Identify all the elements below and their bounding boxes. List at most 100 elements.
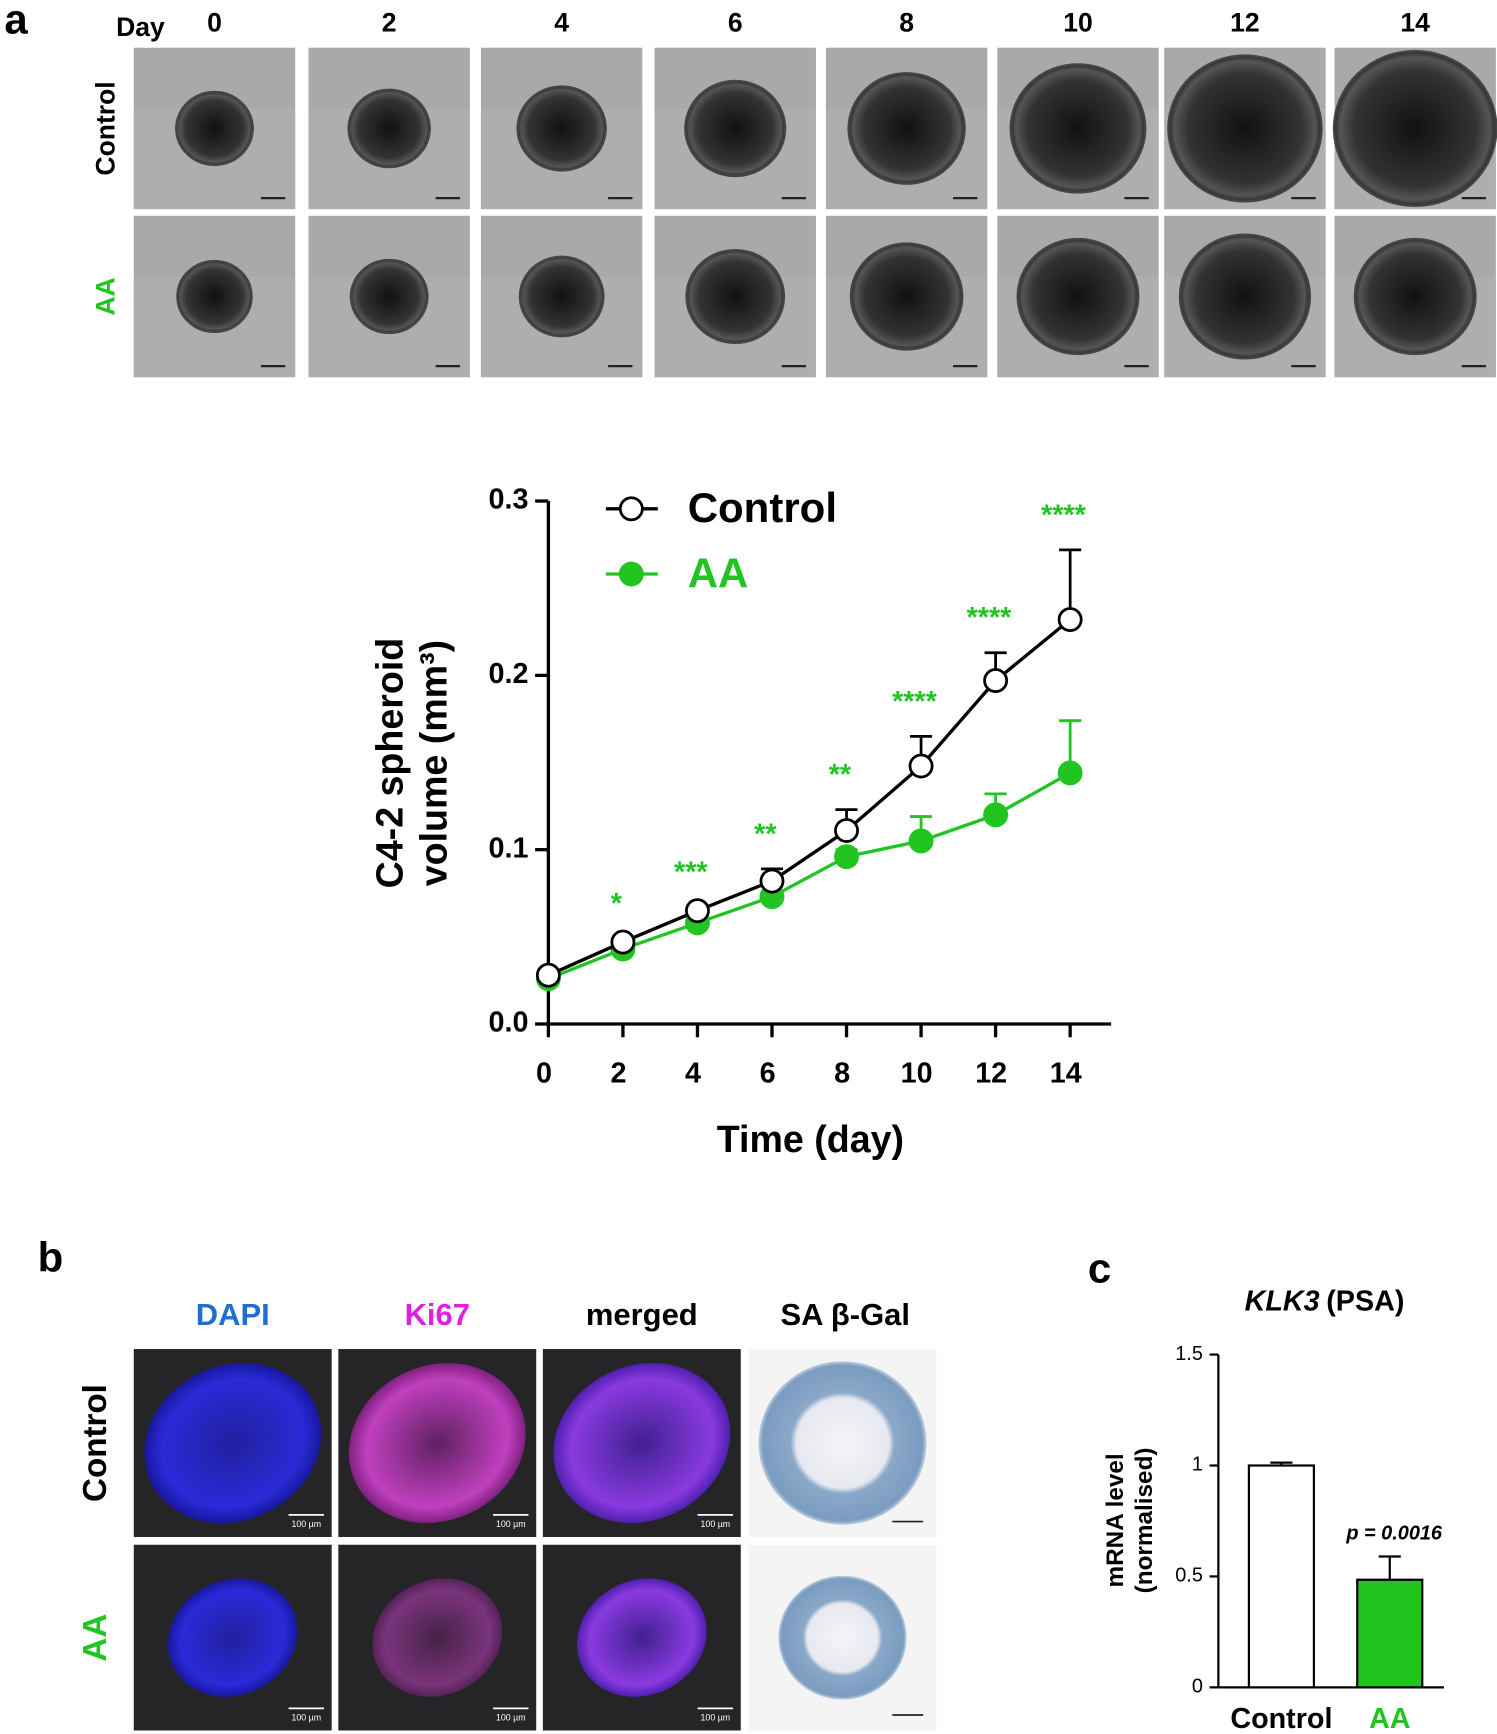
spheroid xyxy=(176,260,253,333)
legend-label: AA xyxy=(688,549,749,596)
spheroid xyxy=(516,85,607,172)
row-label: Control xyxy=(90,81,120,175)
day-tick: 14 xyxy=(1400,8,1430,38)
x-tick-label: 2 xyxy=(611,1057,627,1089)
significance: **** xyxy=(1041,499,1087,531)
day-tick: 6 xyxy=(728,8,743,38)
y-axis-label: (normalised) xyxy=(1131,1447,1158,1593)
day-label: Day xyxy=(116,12,165,42)
data-point xyxy=(1057,760,1083,786)
panel-label: c xyxy=(1088,1245,1111,1292)
spheroid xyxy=(1016,237,1140,356)
y-tick-label: 0.1 xyxy=(489,832,529,864)
significance: ** xyxy=(829,759,852,791)
data-point xyxy=(759,868,785,894)
day-tick: 12 xyxy=(1230,8,1260,38)
spheroid xyxy=(347,88,431,169)
significance: **** xyxy=(892,686,938,718)
x-tick-label: 6 xyxy=(760,1057,776,1089)
x-tick-label: 12 xyxy=(975,1057,1007,1089)
bar xyxy=(1247,1464,1316,1689)
data-point xyxy=(834,818,859,843)
significance: ** xyxy=(754,818,777,850)
significance: * xyxy=(611,888,623,920)
chart-title: KLK3 (PSA) xyxy=(1245,1285,1405,1317)
title-part: (PSA) xyxy=(1326,1285,1404,1317)
significance: *** xyxy=(674,857,708,889)
spheroid xyxy=(1167,54,1323,203)
spheroid xyxy=(1178,233,1312,360)
y-axis-label: mRNA level xyxy=(1102,1453,1129,1587)
spheroid xyxy=(685,248,786,345)
x-tick-label: 0 xyxy=(536,1057,552,1089)
x-tick-label: AA xyxy=(1369,1703,1411,1734)
y-tick-label: 0 xyxy=(1192,1676,1203,1698)
x-axis-label: Time (day) xyxy=(717,1118,904,1160)
x-tick-label: 8 xyxy=(834,1057,850,1089)
panel-label: a xyxy=(4,0,28,42)
stained-spheroid xyxy=(758,1361,927,1525)
day-tick: 10 xyxy=(1063,8,1093,38)
stained-spheroid xyxy=(553,1363,731,1523)
column-label: Ki67 xyxy=(405,1297,470,1332)
data-point xyxy=(610,929,636,955)
row-label: AA xyxy=(77,1614,114,1662)
scale-bar-label: 100 µm xyxy=(291,1519,321,1529)
stained-spheroid xyxy=(372,1578,503,1697)
series-line xyxy=(547,771,1071,981)
series-line xyxy=(547,618,1072,977)
x-tick-label: 10 xyxy=(901,1057,933,1089)
legend-marker xyxy=(618,561,644,587)
day-tick: 4 xyxy=(554,8,569,38)
y-tick-label: 0.2 xyxy=(489,658,529,690)
column-label: merged xyxy=(586,1297,698,1332)
stained-spheroid xyxy=(348,1363,526,1523)
x-tick-label: 14 xyxy=(1050,1057,1082,1089)
row-label: AA xyxy=(90,277,120,315)
spheroid xyxy=(847,72,966,185)
day-tick: 0 xyxy=(207,8,222,38)
day-tick: 8 xyxy=(899,8,914,38)
y-tick-label: 1 xyxy=(1192,1454,1203,1476)
y-axis-label: volume (mm³) xyxy=(413,640,455,886)
y-tick-label: 1.5 xyxy=(1175,1343,1203,1365)
stained-spheroid xyxy=(778,1575,907,1700)
spheroid xyxy=(175,90,254,167)
data-point xyxy=(834,844,859,870)
row-label: Control xyxy=(77,1384,114,1502)
spheroid xyxy=(349,258,429,335)
annotation: p = 0.0016 xyxy=(1345,1523,1443,1545)
scale-bar-label: 100 µm xyxy=(496,1519,526,1529)
spheroid xyxy=(684,79,787,178)
column-label: SA β-Gal xyxy=(780,1297,909,1332)
x-tick-label: 4 xyxy=(685,1057,701,1089)
spheroid xyxy=(518,255,605,338)
y-axis-label: C4-2 spheroid xyxy=(368,638,410,889)
legend-label: Control xyxy=(688,484,837,531)
data-point xyxy=(1057,607,1083,633)
y-tick-label: 0.3 xyxy=(489,484,529,516)
x-tick-label: Control xyxy=(1230,1703,1332,1734)
data-point xyxy=(535,962,561,988)
spheroid xyxy=(1332,49,1497,207)
stained-spheroid xyxy=(576,1578,707,1697)
bar xyxy=(1356,1578,1424,1689)
y-tick-label: 0.0 xyxy=(489,1007,529,1039)
data-point xyxy=(983,802,1009,828)
spheroid xyxy=(849,242,964,351)
data-point xyxy=(983,668,1009,694)
significance: **** xyxy=(967,602,1013,634)
spheroid xyxy=(1353,237,1477,356)
scale-bar-label: 100 µm xyxy=(291,1713,321,1723)
data-point xyxy=(908,753,934,779)
title-part: KLK3 xyxy=(1245,1285,1320,1317)
scale-bar-label: 100 µm xyxy=(496,1713,526,1723)
data-point xyxy=(685,898,710,924)
legend-marker xyxy=(618,496,644,522)
y-tick-label: 0.5 xyxy=(1175,1565,1203,1587)
spheroid xyxy=(1009,63,1147,194)
scale-bar-label: 100 µm xyxy=(701,1519,731,1529)
stained-spheroid xyxy=(167,1578,298,1697)
column-label: DAPI xyxy=(196,1297,270,1332)
